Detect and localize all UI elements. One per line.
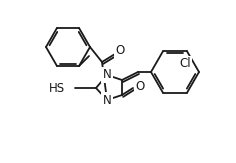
Text: O: O (115, 44, 125, 58)
Text: N: N (103, 94, 111, 106)
Text: HS: HS (49, 82, 65, 95)
Text: Cl: Cl (179, 57, 191, 70)
Text: O: O (135, 81, 145, 94)
Text: N: N (103, 68, 111, 82)
